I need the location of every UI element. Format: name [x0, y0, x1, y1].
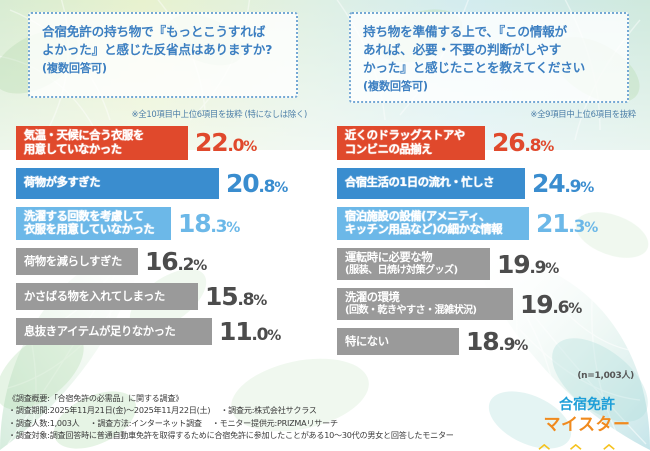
- bar-right-5: 洗濯の環境 (回数・乾きやすさ・混雑状況): [337, 288, 513, 321]
- bar-value-left-3: 18.3%: [178, 208, 240, 238]
- survey-summary-footer: 《調査概要:「合宿免許の必需品」に関する調査》 ・調査期間:2025年11月21…: [8, 392, 548, 441]
- right-question-box: 持ち物を準備する上で、『この情報が あれば、必要・不要の判断がしやす かった』と…: [349, 12, 629, 103]
- bar-value-right-1: 26.8%: [492, 128, 554, 158]
- sample-size-label: (n=1,003人): [577, 371, 634, 381]
- table-row: 合宿生活の1日の流れ・忙しさ 24.9%: [337, 167, 642, 199]
- bar-label-left-3: 洗濯する回数を考慮して 衣服を用意していなかった: [24, 209, 155, 237]
- footer-monitor: ・モニター提供元:PRIZMAリサーチ: [211, 417, 338, 428]
- table-row: 荷物を減らしすぎた 16.2%: [16, 247, 317, 277]
- bar-left-5: かさばる物を入れてしまった: [16, 283, 198, 311]
- bar-left-4: 荷物を減らしすぎた: [16, 248, 138, 276]
- table-row: 特にない 18.9%: [337, 327, 642, 357]
- bar-label-right-2: 合宿生活の1日の流れ・忙しさ: [345, 176, 495, 190]
- table-row: 荷物が多すぎた 20.8%: [16, 167, 317, 199]
- bar-left-2: 荷物が多すぎた: [16, 167, 219, 199]
- bar-value-right-4: 19.9%: [497, 249, 559, 279]
- bar-label-right-4: 運転時に必要な物 (服装、日焼け対策グッズ): [345, 251, 458, 276]
- bar-value-right-2: 24.9%: [532, 168, 594, 198]
- bar-label-right-5: 洗濯の環境 (回数・乾きやすさ・混雑状況): [345, 291, 477, 316]
- bar-right-3: 宿泊施設の設備(アメニティ、 キッチン用品など)の細かな情報: [337, 206, 529, 241]
- bar-label-right-1: 近くのドラッグストアや コンビニの品揃え: [345, 129, 465, 156]
- bar-label-right-3: 宿泊施設の設備(アメニティ、 キッチン用品など)の細かな情報: [345, 209, 503, 237]
- bar-value-left-2: 20.8%: [226, 168, 288, 198]
- bar-value-right-5: 19.6%: [520, 289, 582, 319]
- bar-label-left-6: 息抜きアイテムが足りなかった: [24, 324, 176, 338]
- bar-right-4: 運転時に必要な物 (服装、日焼け対策グッズ): [337, 248, 490, 281]
- left-question-box: 合宿免許の持ち物で『もっとこうすれば よかった』と感じた反省点はありますか? (…: [28, 12, 298, 98]
- table-row: 洗濯する回数を考慮して 衣服を用意していなかった 18.3%: [16, 206, 317, 241]
- table-row: 運転時に必要な物 (服装、日焼け対策グッズ) 19.9%: [337, 248, 642, 281]
- table-row: 近くのドラッグストアや コンビニの品揃え 26.8%: [337, 126, 642, 160]
- footer-period: ・調査期間:2025年11月21日(金)〜2025年11月22日(土): [8, 405, 211, 416]
- footer-line-1: 《調査概要:「合宿免許の必需品」に関する調査》: [8, 393, 184, 403]
- bar-right-1: 近くのドラッグストアや コンビニの品揃え: [337, 126, 485, 160]
- table-row: 宿泊施設の設備(アメニティ、 キッチン用品など)の細かな情報 21.3%: [337, 206, 642, 241]
- bar-right-6: 特にない: [337, 328, 459, 356]
- right-chart-column: 持ち物を準備する上で、『この情報が あれば、必要・不要の判断がしやす かった』と…: [325, 0, 650, 388]
- right-bar-list: 近くのドラッグストアや コンビニの品揃え 26.8% 合宿生活の1日の流れ・忙し…: [337, 126, 642, 363]
- bar-value-left-4: 16.2%: [145, 247, 207, 277]
- footer-method: ・調査方法:インターネット調査: [89, 417, 202, 428]
- bar-label-left-4: 荷物を減らしすぎた: [24, 254, 122, 268]
- bar-value-left-1: 22.0%: [195, 128, 257, 158]
- table-row: 洗濯の環境 (回数・乾きやすさ・混雑状況) 19.6%: [337, 288, 642, 321]
- table-row: かさばる物を入れてしまった 15.8%: [16, 282, 317, 312]
- footer-line-3: ・調査人数:1,003人 ・調査方法:インターネット調査 ・モニター提供元:PRIZ…: [8, 417, 548, 429]
- footer-source: ・調査元:株式会社サクラス: [220, 405, 317, 416]
- footer-line-4: ・調査対象:調査回答時に普通自動車免許を取得するために合宿免許に参加したことがあ…: [8, 429, 454, 440]
- brand-logo[interactable]: 合宿免許 マイスター: [532, 394, 642, 450]
- logo-bottom-text: マイスター: [543, 415, 631, 435]
- left-question-subtitle: (複数回答可): [42, 61, 107, 75]
- bar-left-1: 気温・天候に合う衣服を 用意していなかった: [16, 126, 188, 160]
- bar-value-left-5: 15.8%: [205, 282, 267, 312]
- logo-top-text: 合宿免許: [559, 397, 615, 413]
- bar-right-2: 合宿生活の1日の流れ・忙しさ: [337, 167, 525, 199]
- bar-label-left-1: 気温・天候に合う衣服を 用意していなかった: [24, 129, 144, 156]
- left-chart-column: 合宿免許の持ち物で『もっとこうすれば よかった』と感じた反省点はありますか? (…: [0, 0, 325, 388]
- footer-sample: ・調査人数:1,003人: [8, 417, 80, 428]
- bar-value-right-3: 21.3%: [536, 208, 598, 238]
- left-question-title: 合宿免許の持ち物で『もっとこうすれば よかった』と感じた反省点はありますか?: [42, 24, 273, 57]
- bar-label-left-2: 荷物が多すぎた: [24, 176, 101, 190]
- right-question-title: 持ち物を準備する上で、『この情報が あれば、必要・不要の判断がしやす かった』と…: [363, 24, 586, 75]
- table-row: 気温・天候に合う衣服を 用意していなかった 22.0%: [16, 126, 317, 160]
- table-row: 息抜きアイテムが足りなかった 11.0%: [16, 317, 317, 347]
- footer-line-2: ・調査期間:2025年11月21日(金)〜2025年11月22日(土) ・調査元:…: [8, 404, 548, 416]
- left-bar-list: 気温・天候に合う衣服を 用意していなかった 22.0% 荷物が多すぎた 20.8…: [16, 126, 317, 353]
- right-question-subtitle: (複数回答可): [363, 79, 428, 93]
- bar-label-right-6: 特にない: [345, 334, 389, 348]
- right-excerpt-note: ※全9項目中上位6項目を抜粋: [530, 109, 636, 119]
- bar-label-left-5: かさばる物を入れてしまった: [24, 289, 165, 303]
- left-excerpt-note: ※全10項目中上位6項目を抜粋 (特になしは除く): [131, 109, 308, 119]
- bar-value-right-6: 18.9%: [466, 327, 528, 357]
- bar-left-3: 洗濯する回数を考慮して 衣服を用意していなかった: [16, 206, 171, 241]
- bar-left-6: 息抜きアイテムが足りなかった: [16, 318, 212, 346]
- bar-value-left-6: 11.0%: [219, 317, 281, 347]
